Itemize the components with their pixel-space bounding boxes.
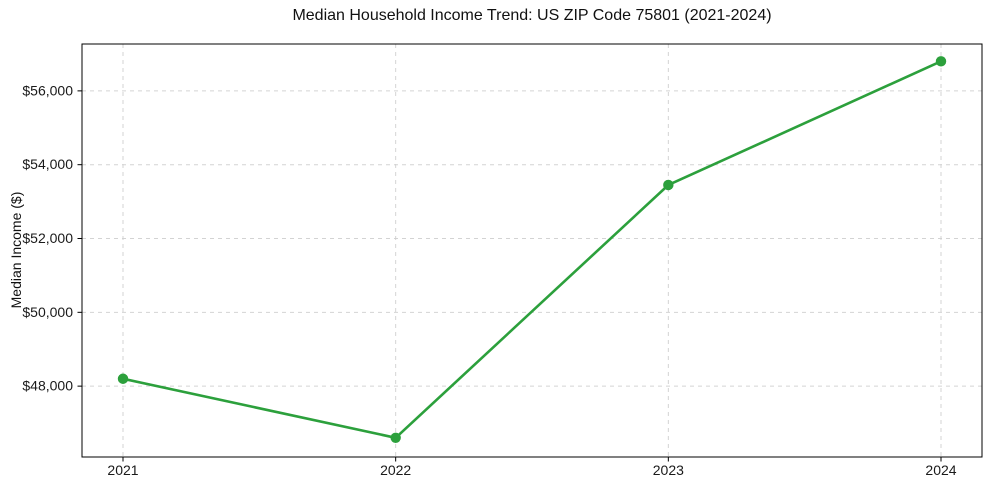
data-point-2024	[935, 56, 947, 67]
y-tick-label-48000: $48,000	[22, 378, 73, 394]
y-tick-label-50000: $50,000	[22, 304, 73, 320]
y-tick-label-52000: $52,000	[22, 230, 73, 246]
data-point-2022	[390, 432, 401, 444]
x-tick-label-2024: 2024	[925, 462, 956, 478]
data-point-2023	[663, 179, 674, 191]
x-tick-label-2023: 2023	[653, 462, 684, 478]
axes-frame	[81, 43, 983, 458]
chart-title: Median Household Income Trend: US ZIP Co…	[292, 7, 772, 24]
x-tick-label-2021: 2021	[107, 462, 138, 478]
x-tick-label-2022: 2022	[380, 462, 411, 478]
data-point-2021	[117, 373, 129, 384]
y-tick-label-56000: $56,000	[22, 82, 73, 98]
trend-line	[121, 60, 943, 440]
y-tick-label-54000: $54,000	[22, 156, 73, 172]
